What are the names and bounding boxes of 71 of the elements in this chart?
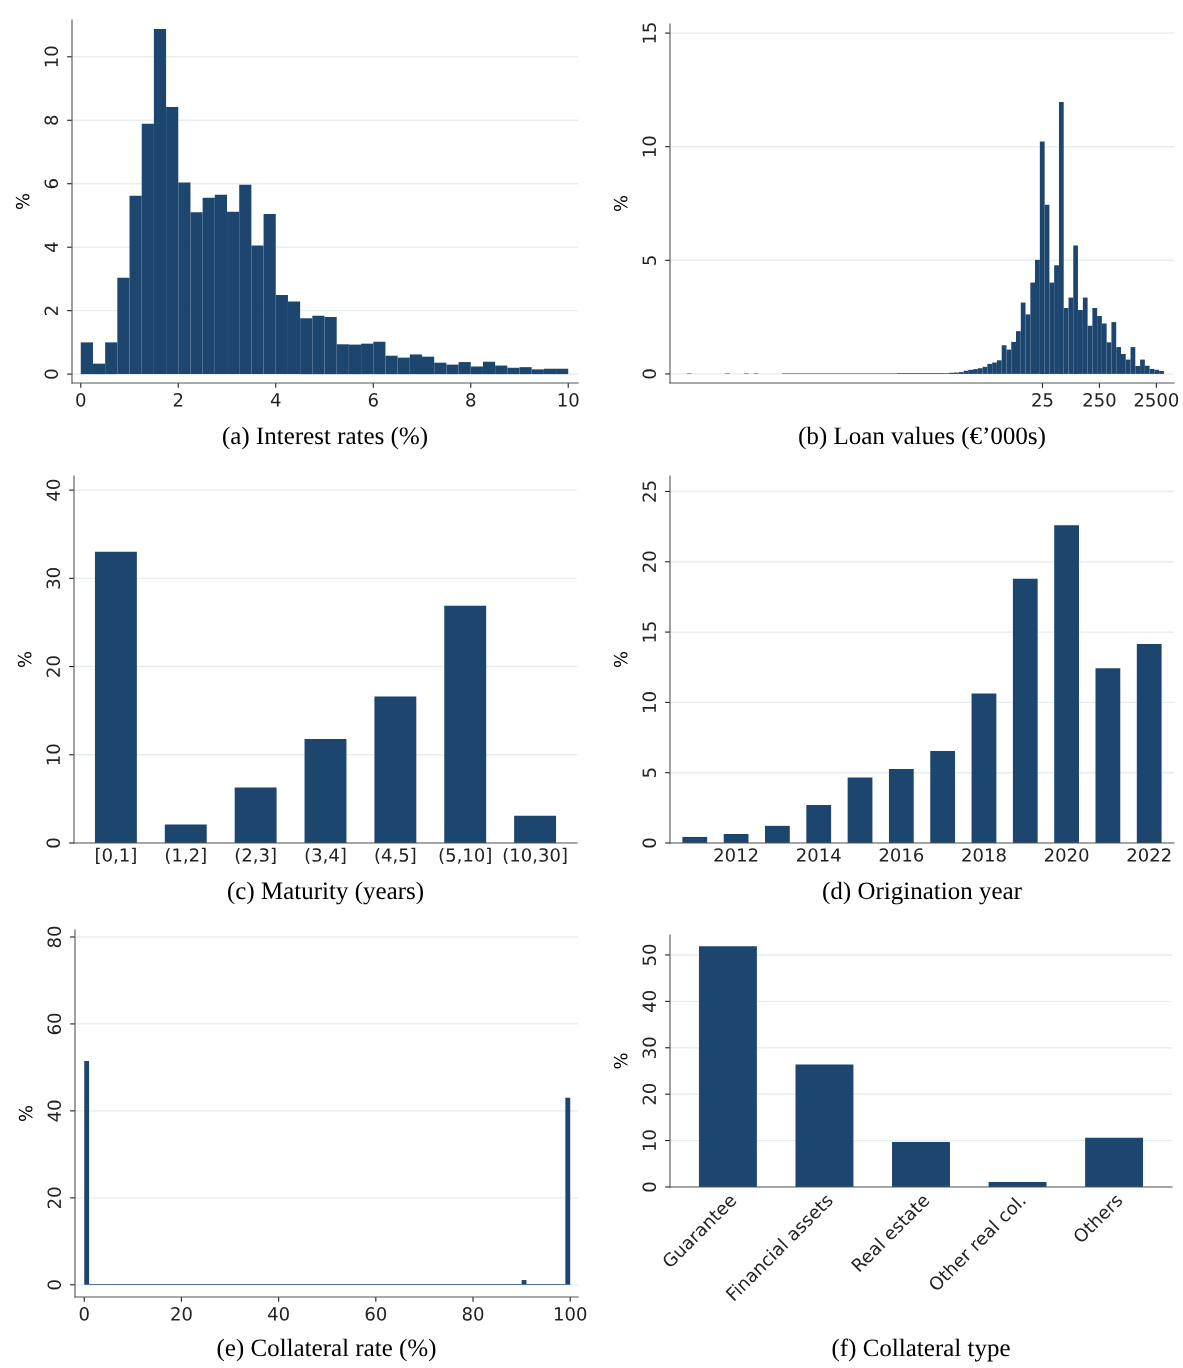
y-tick-label: 40 bbox=[46, 479, 61, 501]
x-tick-label: 8 bbox=[466, 393, 476, 407]
y-tick-label: 20 bbox=[46, 656, 61, 677]
x-tick-label: 0 bbox=[79, 1307, 89, 1321]
y-axis-title: % bbox=[18, 1105, 33, 1122]
y-tick-label: 60 bbox=[47, 1013, 62, 1035]
y-axis-title: % bbox=[613, 1053, 628, 1069]
y-axis-title: % bbox=[613, 195, 628, 212]
text: (f) Collateral type bbox=[832, 1338, 1010, 1362]
x-tick-label: 2020 bbox=[1044, 848, 1089, 862]
y-tick-label: 15 bbox=[642, 23, 657, 43]
x-tick-label: (10,30] bbox=[503, 847, 567, 864]
y-tick-label: 20 bbox=[642, 1083, 657, 1105]
y-axis-title: % bbox=[613, 651, 628, 668]
y-axis-title: % bbox=[15, 193, 30, 210]
x-tick-label: 250 bbox=[1083, 393, 1116, 407]
x-tick-label: 2014 bbox=[797, 848, 841, 862]
y-tick-label: 10 bbox=[642, 136, 657, 157]
x-tick-label: [0,1] bbox=[96, 847, 136, 864]
y-tick-label: 10 bbox=[44, 46, 59, 67]
text: (d) Origination year bbox=[823, 881, 1022, 905]
x-tick-label: 2 bbox=[173, 393, 183, 407]
y-tick-label: 20 bbox=[642, 551, 657, 572]
y-tick-label: 0 bbox=[642, 838, 657, 848]
x-tick-label: 4 bbox=[270, 393, 281, 407]
text: (a) Interest rates (%) bbox=[223, 426, 427, 450]
x-tick-label: (2,3] bbox=[235, 847, 276, 864]
y-tick-label: 80 bbox=[47, 926, 62, 948]
y-tick-label: 40 bbox=[47, 1100, 62, 1122]
x-tick-label: 0 bbox=[76, 393, 86, 407]
y-tick-label: 30 bbox=[642, 1037, 657, 1058]
x-tick-label: (4,5] bbox=[375, 847, 416, 864]
text: (e) Collateral rate (%) bbox=[217, 1338, 436, 1362]
x-tick-label: 25 bbox=[1032, 393, 1053, 407]
x-tick-label: 2022 bbox=[1127, 848, 1171, 862]
y-tick-label: 8 bbox=[44, 115, 59, 125]
y-tick-label: 10 bbox=[642, 692, 657, 712]
y-tick-label: 6 bbox=[44, 179, 59, 189]
x-tick-label: 20 bbox=[171, 1307, 192, 1321]
y-tick-label: 10 bbox=[46, 744, 61, 765]
y-tick-label: 2 bbox=[44, 306, 58, 316]
y-tick-label: 40 bbox=[642, 991, 657, 1012]
y-tick-label: 50 bbox=[642, 944, 657, 966]
x-tick-label: 40 bbox=[268, 1307, 289, 1321]
y-tick-label: 0 bbox=[47, 1280, 62, 1290]
x-tick-label: 6 bbox=[368, 393, 378, 407]
x-tick-label: (1,2] bbox=[165, 847, 206, 864]
x-tick-label: 60 bbox=[365, 1307, 387, 1321]
y-tick-label: 15 bbox=[642, 622, 657, 642]
y-tick-label: 0 bbox=[46, 838, 61, 848]
y-tick-label: 10 bbox=[642, 1130, 657, 1151]
x-tick-label: 10 bbox=[558, 393, 579, 407]
x-tick-label: 2018 bbox=[962, 848, 1006, 862]
x-tick-label: 2016 bbox=[879, 848, 924, 862]
x-tick-label: (5,10] bbox=[439, 847, 491, 864]
y-tick-label: 5 bbox=[642, 256, 657, 265]
y-axis-title: % bbox=[17, 651, 32, 668]
x-tick-label: (3,4] bbox=[305, 847, 346, 864]
y-tick-label: 5 bbox=[642, 768, 657, 778]
text: (c) Maturity (years) bbox=[228, 881, 423, 905]
y-tick-label: 0 bbox=[44, 369, 59, 379]
text: (b) Loan values (€’000s) bbox=[799, 426, 1045, 450]
y-tick-label: 0 bbox=[642, 1182, 657, 1192]
x-tick-label: 80 bbox=[462, 1307, 484, 1321]
x-tick-label: 100 bbox=[554, 1307, 587, 1321]
y-tick-label: 4 bbox=[44, 242, 58, 253]
x-tick-label: 2500 bbox=[1134, 393, 1179, 407]
x-tick-label: 2012 bbox=[714, 848, 758, 862]
y-tick-label: 30 bbox=[46, 568, 61, 589]
y-tick-label: 25 bbox=[642, 481, 657, 502]
y-tick-label: 0 bbox=[642, 369, 657, 379]
